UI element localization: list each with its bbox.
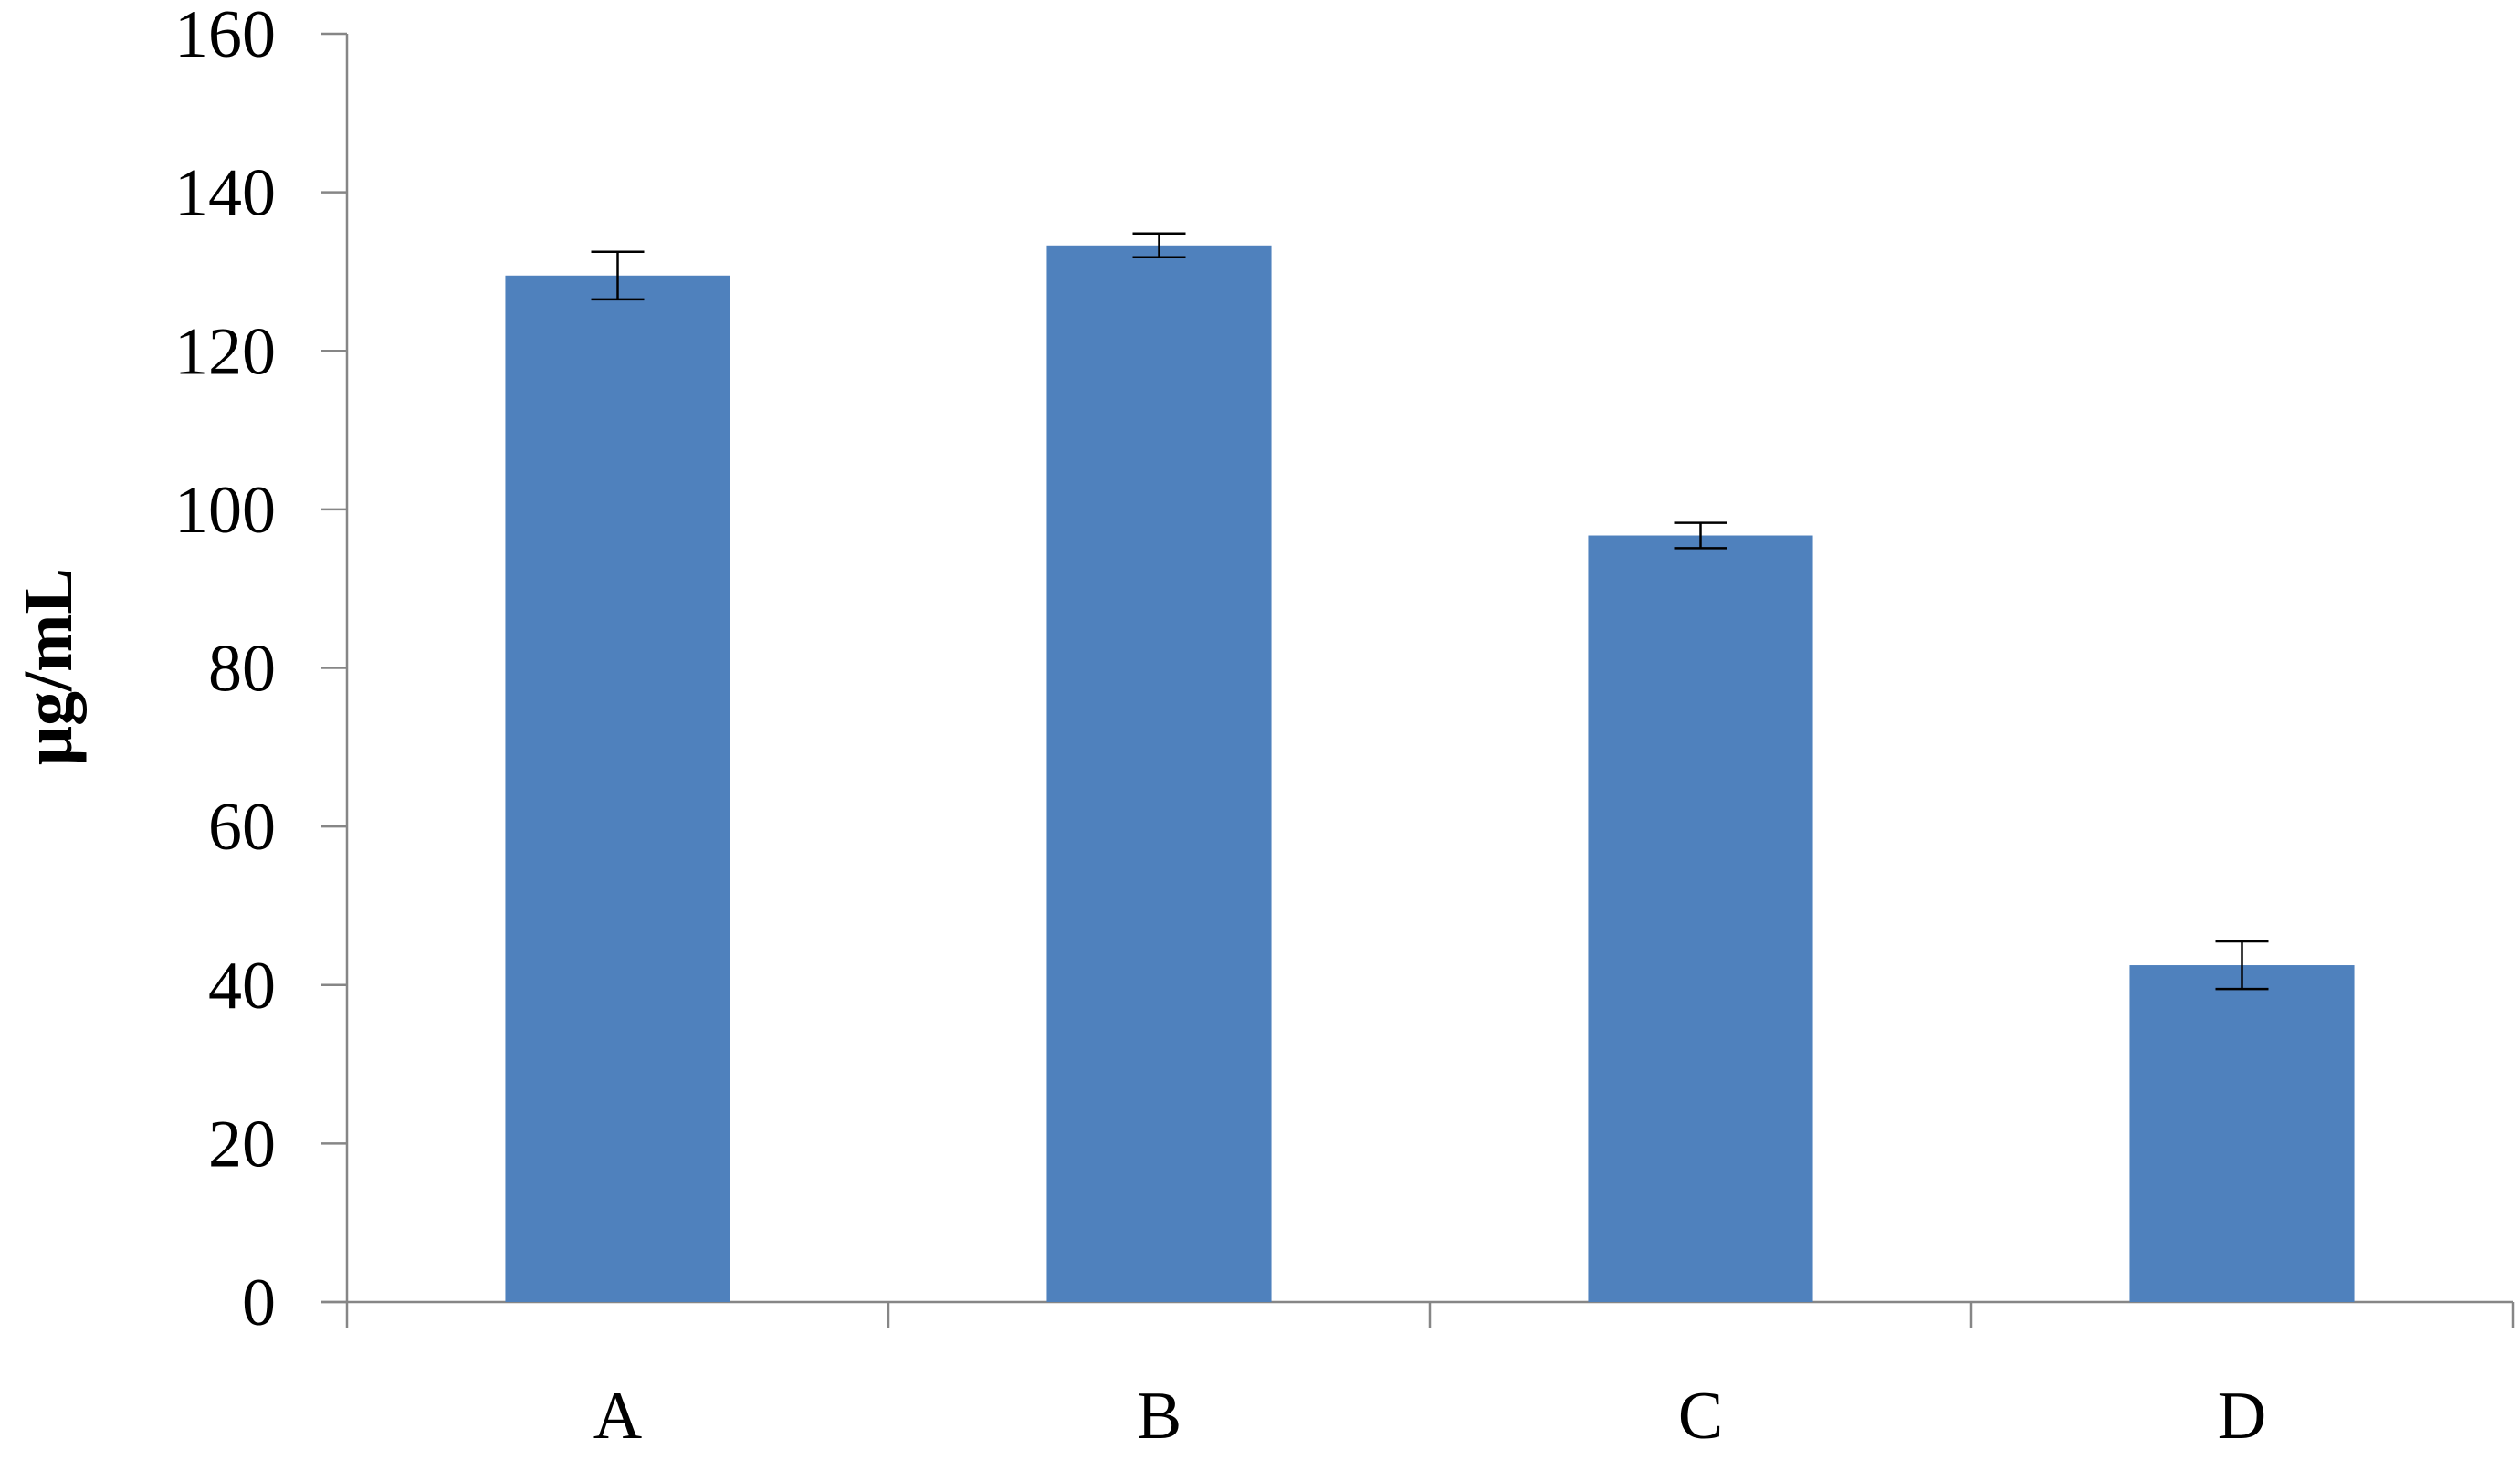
x-axis: A B C D <box>321 1300 2515 1454</box>
bar-c <box>1588 535 1813 1302</box>
x-category-label: D <box>2218 1379 2266 1454</box>
x-category-label: B <box>1137 1379 1181 1454</box>
y-tick-label: 80 <box>208 632 276 707</box>
bar-a <box>505 275 730 1303</box>
y-tick-label: 100 <box>174 473 276 548</box>
error-bar-a <box>591 250 645 301</box>
y-tick-label: 60 <box>208 790 276 865</box>
x-category-label: A <box>593 1379 642 1454</box>
x-category-label: C <box>1678 1379 1723 1454</box>
bar-series <box>505 245 2355 1303</box>
y-tick-label: 120 <box>174 314 276 389</box>
error-bar-d <box>2215 940 2269 991</box>
y-axis: 0 20 40 60 80 100 120 140 160 <box>174 0 349 1340</box>
y-tick-label: 160 <box>174 0 276 72</box>
bar-d <box>2129 965 2355 1302</box>
error-bar-b <box>1132 232 1186 259</box>
y-tick-label: 40 <box>208 949 276 1024</box>
y-tick-label: 0 <box>242 1266 276 1340</box>
bar-b <box>1046 245 1272 1303</box>
y-tick-label: 140 <box>174 156 276 231</box>
y-tick-label: 20 <box>208 1107 276 1182</box>
y-axis-title: μg/mL <box>10 568 87 765</box>
error-bars <box>591 232 2269 991</box>
error-bar-c <box>1674 521 1727 550</box>
